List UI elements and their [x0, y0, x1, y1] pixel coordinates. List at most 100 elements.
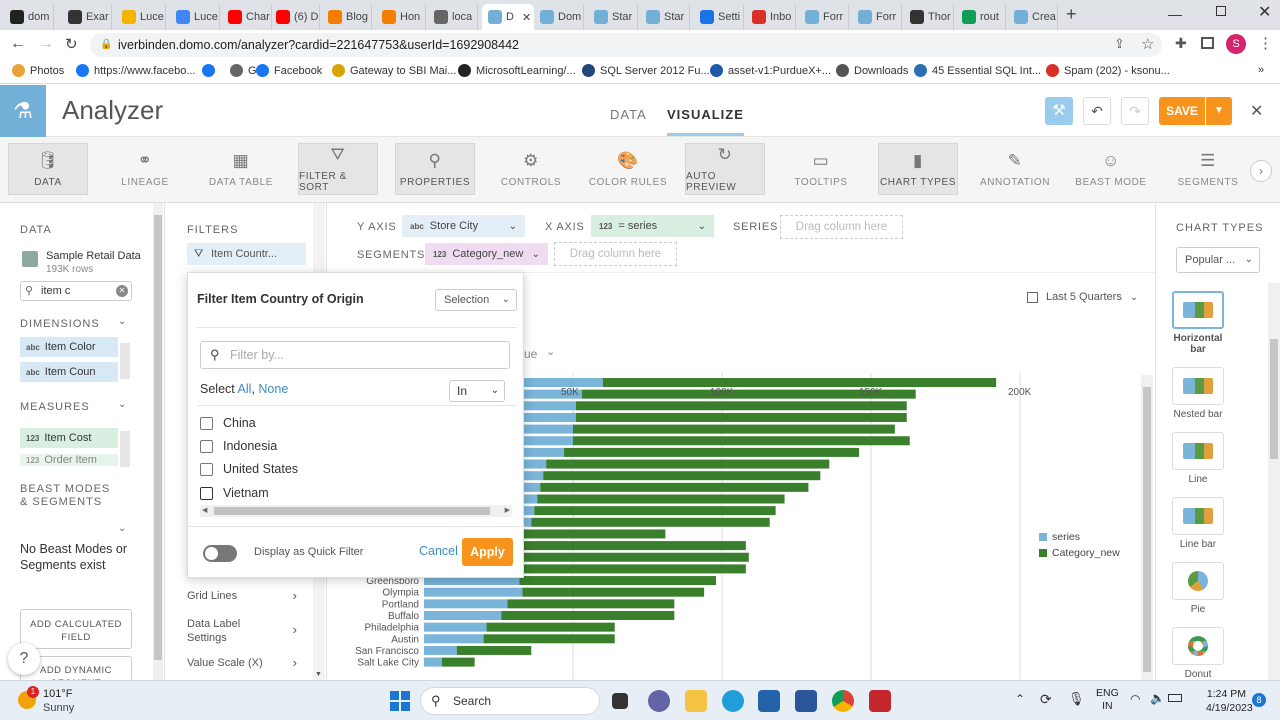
file-explorer-icon[interactable] [685, 690, 707, 712]
toolbar-properties[interactable]: ⚲ PROPERTIES [395, 143, 475, 195]
video-app-icon[interactable] [869, 690, 891, 712]
bookmark-item[interactable]: G [230, 64, 257, 77]
bar-category-new[interactable] [531, 517, 770, 527]
bar-series[interactable] [424, 599, 508, 609]
bookmark-star-icon[interactable]: ☆ [1141, 36, 1155, 53]
bar-category-new[interactable] [519, 541, 746, 551]
close-window-icon[interactable]: ✕ [1258, 4, 1272, 21]
toolbar-color-rules[interactable]: 🎨 COLOR RULES [588, 150, 668, 188]
add-calculated-field-button[interactable]: ADD CALCULATED FIELD [20, 609, 132, 649]
field-search-input[interactable]: ⚲ item c ✕ [20, 281, 132, 301]
browser-tab[interactable]: (6) D [270, 4, 320, 30]
chart-scrollbar[interactable] [1141, 375, 1153, 680]
toolbar-beast-mode[interactable]: ☺ BEAST MODE [1075, 150, 1147, 188]
notification-badge[interactable]: 8 [1252, 693, 1266, 707]
chart-type-horizontal-bar[interactable]: Horizontal bar [1170, 291, 1226, 355]
browser-tab[interactable]: Hon [376, 4, 426, 30]
word-icon[interactable] [795, 690, 817, 712]
toolbar-controls[interactable]: ⚙ CONTROLS [500, 150, 562, 188]
bar-category-new[interactable] [573, 424, 895, 434]
bookmark-item[interactable]: asset-v1:PurdueX+... [710, 64, 831, 77]
browser-tab[interactable]: Exar [62, 4, 112, 30]
browser-tab[interactable]: D ✕ [482, 4, 534, 30]
browser-tab[interactable]: Crea [1008, 4, 1058, 30]
tab-data[interactable]: DATA [610, 107, 647, 122]
flask-logo-icon[interactable]: ⚗ [0, 85, 46, 137]
chart-type-nested-bar[interactable]: Nested bar [1170, 367, 1226, 420]
measures-collapse-icon[interactable]: ⌄ [118, 399, 127, 410]
filter-chip[interactable]: ⛛ Item Countr... [187, 243, 306, 265]
browser-tab[interactable]: loca [428, 4, 478, 30]
measure-order-item[interactable]: 123 Order Item [20, 454, 118, 466]
browser-tab[interactable]: Forr [799, 4, 849, 30]
measure-item-cost[interactable]: 123 Item Cost [20, 428, 118, 448]
bar-category-new[interactable] [519, 529, 666, 539]
browser-tab[interactable]: Setti [694, 4, 744, 30]
x-axis-field[interactable]: 123 = series ⌄ [591, 215, 714, 237]
bookmark-item[interactable]: https://www.facebo... [76, 64, 196, 77]
clock[interactable]: 1:24 PM 4/19/2023 [1206, 688, 1253, 714]
toolbar-lineage[interactable]: ⚭ LINEAGE [121, 150, 169, 188]
bar-category-new[interactable] [575, 412, 907, 422]
close-analyzer-icon[interactable]: ✕ [1250, 103, 1264, 120]
options-h-scrollbar[interactable]: ◀ ▶ [200, 505, 512, 517]
legend-item[interactable]: Category_new [1039, 547, 1120, 559]
tray-chevron-up-icon[interactable]: ⌃ [1015, 692, 1026, 706]
bar-category-new[interactable] [483, 634, 615, 644]
menu-kebab-icon[interactable]: ⋮ [1258, 35, 1273, 52]
teams-icon[interactable] [648, 690, 670, 712]
bar-series[interactable] [424, 587, 523, 597]
chart-types-scrollbar[interactable] [1268, 283, 1280, 680]
filter-mode-select[interactable]: Selection ⌄ [435, 289, 517, 311]
store-icon[interactable] [758, 690, 780, 712]
bookmark-item[interactable]: SQL Server 2012 Fu... [582, 64, 710, 77]
dimension-item-color[interactable]: abc Item Color [20, 337, 118, 357]
chart-type-pie[interactable]: Pie [1170, 562, 1226, 615]
bar-series[interactable] [424, 657, 442, 667]
bar-category-new[interactable] [537, 494, 785, 504]
bar-category-new[interactable] [501, 611, 675, 620]
chart-types-dropdown[interactable]: Popular ... ⌄ [1176, 247, 1260, 273]
checkbox[interactable] [200, 416, 213, 430]
bar-series[interactable] [424, 611, 502, 620]
new-tab-button[interactable]: + [1066, 4, 1077, 24]
battery-icon[interactable] [1168, 694, 1182, 702]
language-indicator[interactable]: ENG IN [1096, 687, 1119, 712]
bar-series[interactable] [424, 634, 484, 644]
sidepanel-icon[interactable] [1201, 37, 1214, 49]
dimension-item-country[interactable]: abc Item Coun [20, 362, 118, 382]
bookmark-item[interactable]: Spam (202) - ksonu... [1046, 64, 1170, 77]
save-button[interactable]: SAVE [1159, 97, 1205, 125]
filter-search-input[interactable]: ⚲ Filter by... [200, 341, 510, 369]
segments-field[interactable]: 123 Category_new ⌄ [425, 243, 548, 265]
dimensions-scrollbar[interactable] [120, 343, 130, 379]
browser-tab[interactable]: Inbo [746, 4, 796, 30]
extensions-icon[interactable]: ✚ [1175, 35, 1187, 51]
minimize-icon[interactable]: — [1168, 6, 1182, 22]
toolbar-auto-preview[interactable]: ↻ AUTO PREVIEW [685, 143, 765, 195]
save-options-chevron-icon[interactable]: ▼ [1206, 97, 1232, 125]
scroll-right-icon[interactable]: ▶ [504, 507, 510, 514]
bar-category-new[interactable] [534, 506, 776, 516]
bar-category-new[interactable] [519, 576, 717, 586]
bar-category-new[interactable] [456, 645, 532, 655]
bar-category-new[interactable] [543, 471, 821, 481]
cancel-button[interactable]: Cancel [419, 544, 458, 558]
bookmark-item[interactable]: Facebook [256, 64, 322, 77]
chrome-icon[interactable] [832, 690, 854, 712]
option-indonesia[interactable]: Indonesia [200, 439, 277, 453]
bar-category-new[interactable] [507, 599, 675, 609]
wifi-icon[interactable]: ◠ [1130, 692, 1141, 706]
segments-drop-zone[interactable]: Drag column here [554, 242, 677, 266]
prop-data-label-settings[interactable]: Data Label Settings › [187, 618, 297, 644]
bar-category-new[interactable] [564, 447, 860, 457]
forward-icon[interactable]: → [38, 35, 54, 52]
browser-tab[interactable]: Star [640, 4, 690, 30]
checkbox[interactable] [200, 439, 213, 453]
bar-category-new[interactable] [486, 622, 615, 632]
bar-category-new[interactable] [519, 564, 746, 574]
chart-type-donut[interactable]: Donut [1170, 627, 1226, 680]
browser-tab[interactable]: Thor [904, 4, 954, 30]
back-icon[interactable]: ← [10, 35, 26, 52]
chart-type-line[interactable]: Line [1170, 432, 1226, 485]
